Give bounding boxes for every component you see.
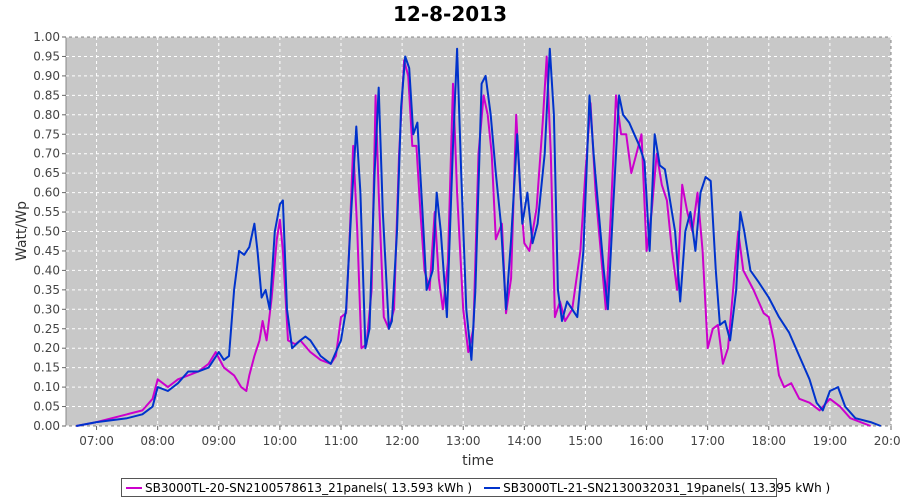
y-tick-label: 0.95 <box>33 49 60 63</box>
y-tick-label: 0.20 <box>33 341 60 355</box>
y-tick-label: 0.75 <box>33 127 60 141</box>
x-tick-label: 09:00 <box>201 434 236 448</box>
series-layer <box>76 47 882 427</box>
x-axis-title: time <box>462 453 494 469</box>
legend-label-series-1: SB3000TL-20-SN2100578613_21panels( 13.59… <box>145 480 473 495</box>
x-tick-label: 07:00 <box>79 434 114 448</box>
legend: SB3000TL-20-SN2100578613_21panels( 13.59… <box>121 478 830 497</box>
y-tick-label: 0.80 <box>33 108 60 122</box>
legend-label-series-2: SB3000TL-21-SN2130032031_19panels( 13.39… <box>503 480 831 495</box>
x-tick-label: 08:00 <box>140 434 175 448</box>
x-tick-label: 10:00 <box>263 434 298 448</box>
legend-swatch-series-2 <box>484 486 501 489</box>
y-tick-label: 0.10 <box>33 380 60 394</box>
grid <box>66 36 892 427</box>
y-tick-label: 0.05 <box>33 400 60 414</box>
y-tick-label: 0.00 <box>33 419 60 433</box>
plot-area <box>65 36 892 427</box>
x-tick-label: 15:00 <box>568 434 603 448</box>
axes: 0.00 0.05 0.10 0.15 0.20 0.25 0.30 0.35 0.40 0.45… <box>33 30 900 448</box>
x-tick-label: 11:00 <box>324 434 359 448</box>
chart-title: 12-8-2013 <box>392 2 507 26</box>
x-tick-label: 17:00 <box>690 434 725 448</box>
legend-item-series-2: SB3000TL-21-SN2130032031_19panels( 13.39… <box>484 481 830 495</box>
x-tick-label: 16:00 <box>629 434 664 448</box>
y-tick-label: 0.25 <box>33 322 60 336</box>
x-tick-label: 20:00 <box>874 434 900 448</box>
y-tick-label: 0.30 <box>33 302 60 316</box>
legend-item-series-1: SB3000TL-20-SN2100578613_21panels( 13.59… <box>126 481 472 495</box>
x-tick-label: 14:00 <box>507 434 542 448</box>
y-tick-label: 0.70 <box>33 147 60 161</box>
y-tick-label: 0.45 <box>33 244 60 258</box>
y-tick-label: 0.60 <box>33 186 60 200</box>
series-line-1 <box>76 55 871 427</box>
x-tick-label: 18:00 <box>751 434 786 448</box>
y-axis-title: Watt/Wp <box>14 201 30 261</box>
y-tick-label: 0.40 <box>33 263 60 277</box>
x-tick-label: 13:00 <box>446 434 481 448</box>
x-tick-label: 19:00 <box>813 434 848 448</box>
y-tick-label: 0.50 <box>33 225 60 239</box>
y-tick-label: 0.85 <box>33 88 60 102</box>
x-tick-label: 12:00 <box>385 434 420 448</box>
y-tick-label: 0.15 <box>33 361 60 375</box>
y-tick-label: 0.55 <box>33 205 60 219</box>
series-line-2 <box>76 47 882 427</box>
y-tick-label: 0.65 <box>33 166 60 180</box>
legend-swatch-series-1 <box>126 486 142 489</box>
y-tick-label: 1.00 <box>33 30 60 44</box>
y-tick-label: 0.90 <box>33 69 60 83</box>
y-tick-label: 0.35 <box>33 283 60 297</box>
